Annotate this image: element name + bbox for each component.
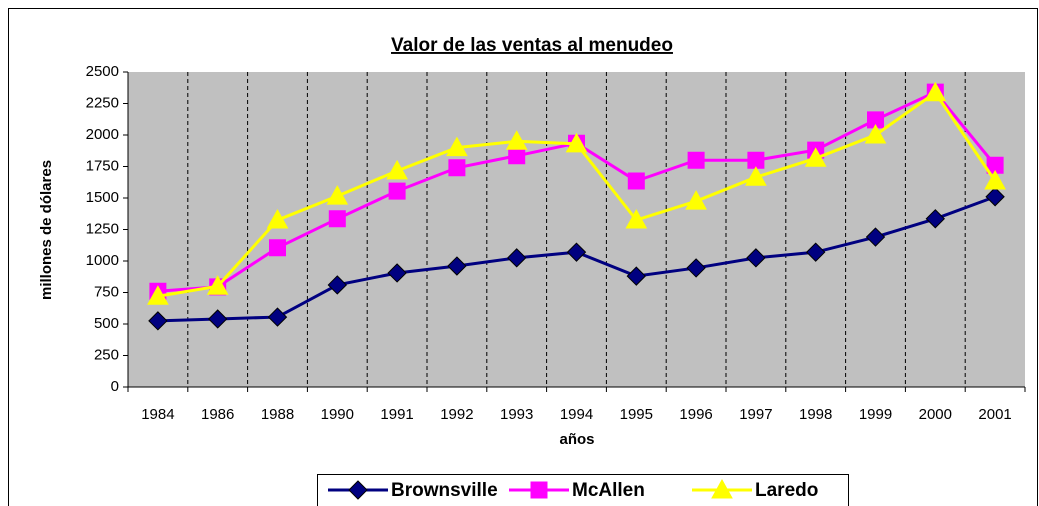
marker [148, 311, 168, 331]
legend-marker [348, 480, 368, 500]
y-tick-label: 1500 [86, 189, 119, 206]
marker [925, 209, 946, 229]
marker [387, 263, 407, 283]
x-tick-label: 1991 [380, 406, 413, 423]
marker [805, 242, 826, 262]
x-tick-label: 1994 [560, 406, 593, 423]
y-tick-label: 750 [94, 283, 119, 300]
marker [206, 275, 229, 295]
y-tick-label: 1000 [86, 252, 119, 269]
marker [745, 166, 767, 186]
x-axis-label: años [559, 431, 594, 448]
marker [985, 187, 1005, 207]
x-tick-label: 1995 [620, 406, 653, 423]
marker [804, 147, 827, 167]
marker [505, 130, 528, 150]
y-tick-label: 2000 [86, 126, 119, 143]
marker [566, 242, 587, 262]
marker [984, 169, 1006, 190]
legend-label: McAllen [572, 480, 645, 501]
x-tick-label: 1986 [201, 406, 234, 423]
marker [746, 248, 766, 268]
marker [924, 81, 947, 102]
marker [269, 239, 286, 257]
marker [686, 258, 706, 278]
marker [508, 147, 526, 165]
x-tick-label: 2000 [919, 406, 952, 423]
x-tick-label: 1998 [799, 406, 832, 423]
x-tick-label: 1990 [321, 406, 354, 423]
y-tick-label: 2250 [86, 94, 119, 111]
marker [625, 209, 648, 229]
y-tick-label: 2500 [86, 63, 119, 80]
marker [448, 159, 466, 177]
marker [747, 151, 765, 169]
x-tick-label: 2001 [978, 406, 1011, 423]
y-tick-label: 1250 [86, 220, 119, 237]
x-tick-label: 1997 [739, 406, 772, 423]
marker [386, 159, 408, 180]
marker [685, 190, 707, 210]
legend-marker [530, 481, 548, 499]
marker [506, 248, 527, 268]
marker [328, 210, 346, 228]
marker [388, 182, 406, 200]
y-tick-label: 500 [94, 315, 119, 332]
legend-marker [711, 478, 733, 499]
x-tick-label: 1988 [261, 406, 294, 423]
legend-label: Laredo [755, 480, 818, 501]
x-tick-label: 1996 [679, 406, 712, 423]
legend [317, 474, 849, 506]
marker [626, 266, 647, 286]
marker [267, 307, 288, 327]
marker [864, 123, 887, 144]
marker [446, 136, 468, 157]
y-tick-label: 250 [94, 346, 119, 363]
x-tick-label: 1999 [859, 406, 892, 423]
marker [865, 227, 886, 247]
plot-area [128, 72, 1025, 387]
marker [326, 185, 349, 205]
legend-label: Brownsville [391, 480, 498, 501]
x-tick-label: 1984 [141, 406, 174, 423]
marker [627, 172, 645, 190]
x-tick-label: 1992 [440, 406, 473, 423]
marker [266, 209, 289, 229]
marker [447, 256, 467, 276]
marker [565, 132, 588, 153]
y-tick-label: 0 [111, 378, 119, 395]
marker [147, 285, 169, 305]
marker [207, 309, 228, 329]
y-axis-label: millones de dólares [38, 160, 55, 300]
x-tick-label: 1993 [500, 406, 533, 423]
marker [687, 151, 705, 169]
chart-title: Valor de las ventas al menudeo [391, 35, 673, 56]
y-tick-label: 1750 [86, 157, 119, 174]
marker [327, 275, 348, 295]
